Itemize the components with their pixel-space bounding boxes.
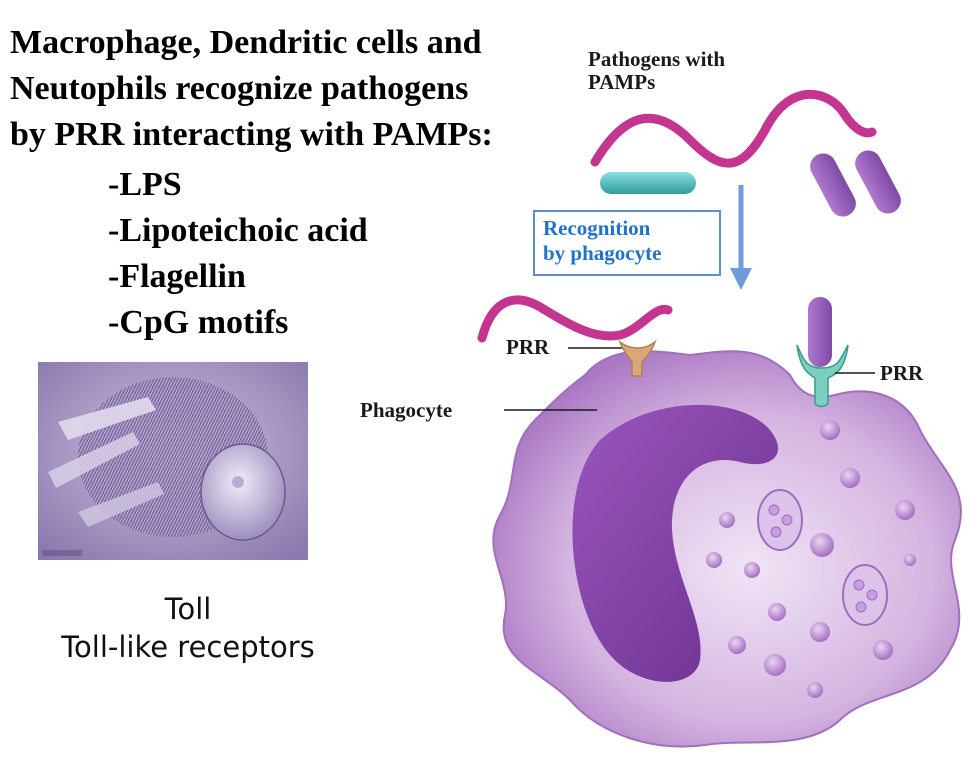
vacuole-1	[757, 489, 803, 551]
pathogen-strand-bound	[477, 295, 673, 343]
heading: Macrophage, Dendritic cells and Neutophi…	[10, 20, 493, 158]
recognition-line-1: Recognition	[543, 216, 651, 240]
prr-right-label: PRR	[880, 361, 924, 385]
pathogens-label: Pathogens with PAMPs	[588, 47, 726, 94]
pamp-item-cpg-motifs: -CpG motifs	[108, 304, 289, 341]
pathogen-strand-top	[590, 89, 877, 168]
vacuole-2	[842, 564, 888, 626]
phagocyte-label: Phagocyte	[360, 398, 453, 422]
recognition-box: Recognition by phagocyte	[533, 210, 721, 276]
pathogen-purple-rod-a	[810, 153, 856, 217]
heading-line-1: Macrophage, Dendritic cells and	[10, 24, 482, 61]
heading-line-2: Neutophils recognize pathogens	[10, 70, 469, 107]
prr-left-receptor	[618, 339, 657, 377]
prr-left-label: PRR	[506, 335, 550, 359]
fruit-fly-micrograph	[38, 362, 308, 560]
granules	[706, 420, 916, 698]
recognition-line-2: by phagocyte	[543, 241, 662, 265]
pathogen-teal-rod	[600, 172, 696, 194]
pathogen-purple-rod-bound	[808, 297, 832, 367]
pamp-item-lps: -LPS	[108, 166, 182, 203]
phagocyte-diagram	[477, 89, 962, 748]
heading-line-3: by PRR interacting with PAMPs:	[10, 116, 493, 153]
pathogen-purple-rod-b	[855, 150, 901, 214]
nucleus	[572, 404, 779, 682]
pamp-list: -LPS -Lipoteichoic acid -Flagellin -CpG …	[108, 162, 368, 346]
pamp-item-flagellin: -Flagellin	[108, 258, 246, 295]
caption-toll-like-receptors: Toll-like receptors	[61, 630, 315, 664]
pamp-item-lipoteichoic-acid: -Lipoteichoic acid	[108, 212, 368, 249]
toll-caption: Toll Toll-like receptors	[38, 590, 338, 666]
caption-toll: Toll	[164, 592, 212, 626]
